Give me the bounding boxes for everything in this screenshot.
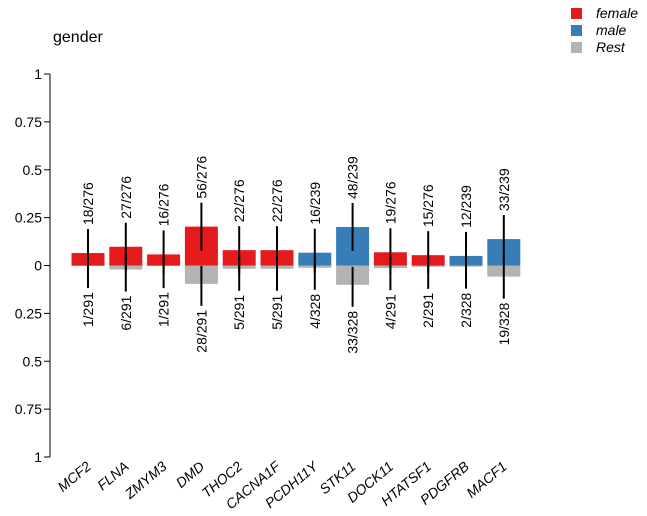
top-count-label: 22/276 [269, 179, 285, 222]
rest-count-label: 33/328 [345, 311, 361, 354]
top-count-label: 19/276 [382, 181, 398, 224]
y-tick-label: 0.5 [23, 353, 43, 369]
rest-count-label: 1/291 [80, 292, 96, 327]
legend-label: male [596, 22, 627, 38]
legend-label: female [596, 5, 638, 21]
top-count-label: 27/276 [118, 176, 134, 219]
legend-swatch-rest [571, 42, 582, 53]
rest-count-label: 4/291 [382, 294, 398, 329]
top-count-label: 22/276 [231, 179, 247, 222]
y-tick-label: 0.25 [15, 210, 42, 226]
rest-count-label: 2/328 [458, 292, 474, 327]
rest-count-label: 1/291 [156, 292, 172, 327]
top-count-label: 48/239 [345, 156, 361, 199]
rest-count-label: 5/291 [231, 295, 247, 330]
y-axis: 1 0.75 0.5 0.25 0 0.25 0.5 0.75 1 [15, 66, 51, 465]
rest-count-label: 4/328 [307, 294, 323, 329]
y-tick-label: 0.5 [23, 162, 43, 178]
rest-count-label: 5/291 [269, 295, 285, 330]
chart-title: gender [53, 29, 103, 46]
top-count-label: 12/239 [458, 185, 474, 228]
top-count-label: 16/276 [156, 183, 172, 226]
category-label: MCF2 [54, 458, 94, 495]
legend-swatch-male [571, 25, 582, 36]
y-tick-label: 0.75 [15, 401, 42, 417]
y-tick-label: 0.25 [15, 305, 42, 321]
y-tick-label: 1 [34, 66, 42, 82]
category-label: ZMYM3 [121, 458, 170, 503]
top-count-label: 16/239 [307, 182, 323, 225]
y-tick-label: 1 [34, 449, 42, 465]
y-tick-label: 0.75 [15, 114, 42, 130]
bars: 18/276 1/291 27/276 6/291 16/276 1/291 56/276 2… [71, 156, 521, 354]
category-label: MACF1 [463, 458, 510, 501]
rest-count-label: 19/328 [496, 302, 512, 345]
legend-swatch-female [571, 8, 582, 19]
top-count-label: 18/276 [80, 182, 96, 225]
rest-count-label: 2/291 [420, 293, 436, 328]
legend-label: Rest [596, 39, 626, 55]
top-count-label: 15/276 [420, 184, 436, 227]
top-count-label: 56/276 [193, 156, 209, 199]
rest-count-label: 6/291 [118, 295, 134, 330]
top-count-label: 33/239 [496, 168, 512, 211]
rest-count-label: 28/291 [193, 310, 209, 353]
y-tick-label: 0 [34, 258, 42, 274]
